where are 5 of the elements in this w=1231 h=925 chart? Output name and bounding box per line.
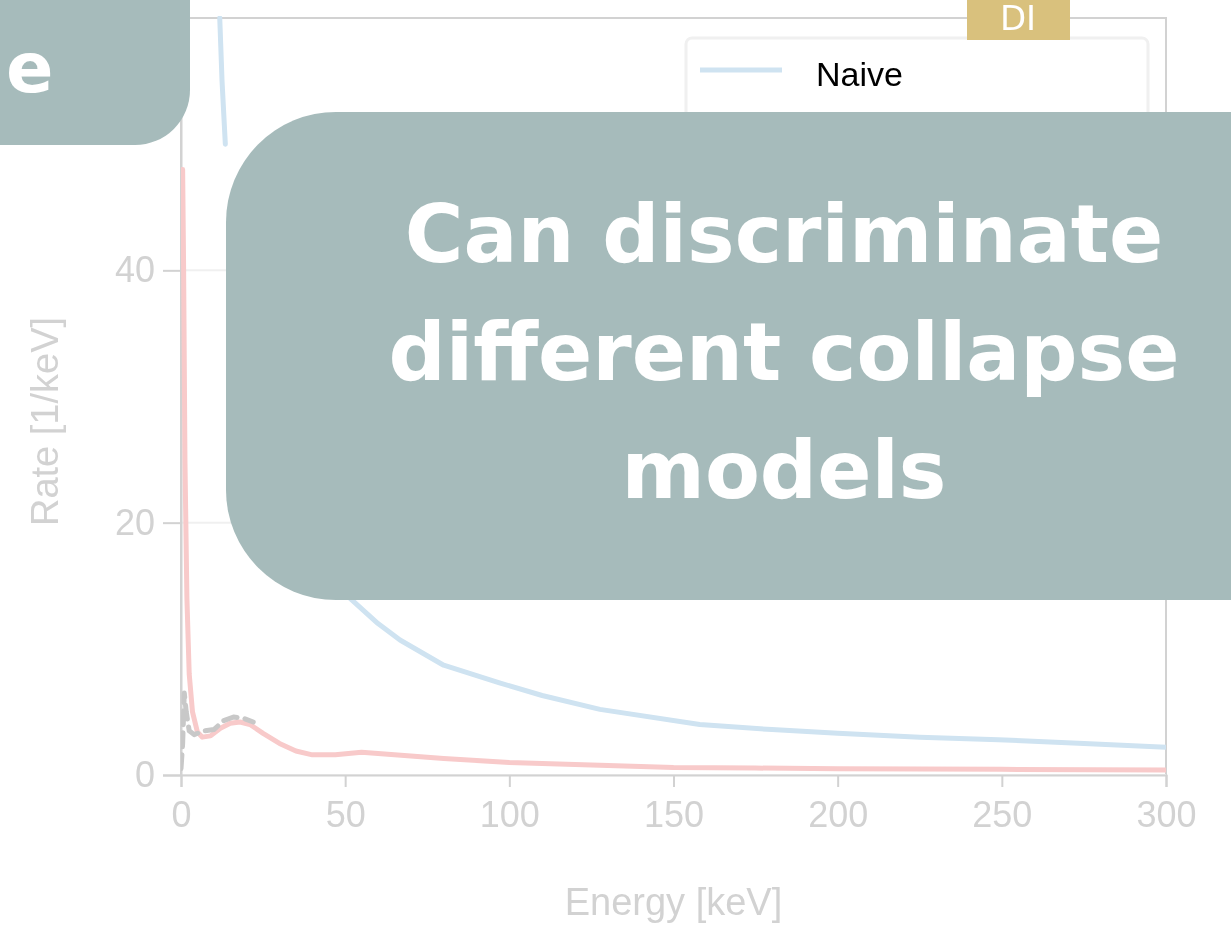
legend-label: Naive	[816, 55, 903, 93]
tab-box: e	[0, 0, 190, 145]
annotation: Can discriminate different collapse models	[388, 188, 1180, 517]
tag-box: DI	[967, 0, 1070, 40]
annotation: DI	[999, 0, 1037, 38]
